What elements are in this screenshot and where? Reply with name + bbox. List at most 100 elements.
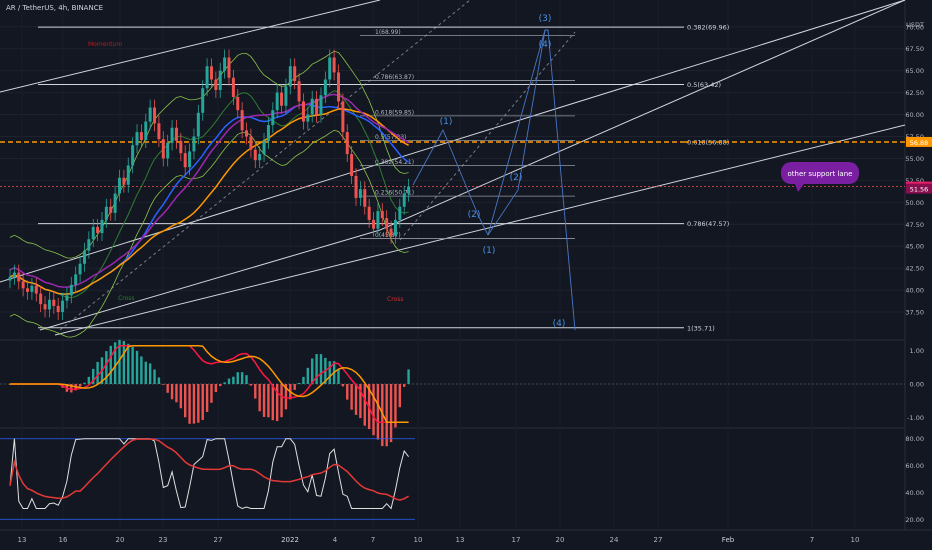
rsi-tick-label: 80.00: [905, 435, 924, 443]
macd-histogram-bar: [131, 346, 134, 384]
macd-histogram-bar: [70, 384, 73, 393]
candle-body: [402, 193, 406, 207]
candle-body: [153, 107, 157, 124]
macd-histogram-bar: [205, 384, 209, 412]
macd-histogram-bar: [311, 358, 314, 384]
time-axis-label: 20: [556, 536, 565, 544]
candle-body: [358, 189, 362, 198]
macd-histogram-bar: [201, 384, 204, 420]
time-axis-label: 27: [654, 536, 663, 544]
candle-body: [12, 272, 16, 277]
candle-body: [96, 226, 100, 234]
wave-label: (4): [539, 40, 552, 50]
fib-retracement-label: 0.382(54.21): [375, 159, 414, 166]
candle-body: [139, 132, 143, 141]
macd-histogram-bar: [385, 384, 388, 447]
candle-body: [345, 132, 349, 155]
time-axis-label: 2022: [281, 536, 299, 544]
macd-histogram-bar: [363, 384, 366, 426]
time-axis-label: 7: [810, 536, 814, 544]
macd-histogram-bar: [83, 382, 86, 384]
macd-histogram-bar: [403, 384, 406, 387]
bollinger-lower-band: [9, 129, 409, 338]
elliott-wave-path: [487, 29, 546, 236]
candle-body: [337, 72, 340, 102]
cross-label: Cross: [118, 295, 134, 302]
macd-histogram-bar: [219, 384, 222, 387]
candle-body: [284, 86, 288, 106]
candle-body: [188, 151, 192, 168]
candle-body: [161, 139, 165, 159]
candle-body: [69, 284, 73, 296]
fib-retracement-label: 0.5(57.03): [375, 134, 406, 141]
time-axis-label: 13: [18, 536, 27, 544]
macd-histogram-bar: [381, 384, 384, 447]
rsi-tick-label: 60.00: [905, 462, 924, 470]
macd-histogram-bar: [271, 384, 274, 421]
time-axis-label: 4: [333, 536, 338, 544]
fib-extension-label: 0.786(47.57): [687, 220, 729, 228]
macd-histogram-bar: [346, 384, 349, 400]
price-tick-label: 67.50: [905, 45, 924, 53]
macd-histogram-bar: [284, 384, 288, 410]
price-tick-label: 50.00: [905, 199, 924, 207]
candle-body: [223, 57, 227, 71]
candle-body: [262, 140, 266, 155]
moving-average-line: [9, 103, 410, 295]
moving-average-line: [9, 93, 410, 288]
wave-label: (2): [468, 210, 481, 220]
macd-histogram-bar: [394, 384, 397, 428]
candle-body: [231, 77, 235, 97]
macd-histogram-bar: [302, 376, 305, 384]
time-axis-label: 13: [456, 536, 465, 544]
macd-histogram-bar: [275, 384, 279, 422]
candle-body: [39, 293, 43, 305]
macd-histogram-bar: [175, 384, 178, 403]
price-tick-label: 70.00: [905, 23, 924, 31]
price-tick-label: 62.50: [905, 89, 924, 97]
fib-retracement-label: 0.236(50.71): [375, 190, 414, 197]
macd-tick-label: 0.00: [910, 381, 924, 389]
candle-body: [393, 219, 397, 236]
macd-histogram-bar: [109, 345, 112, 384]
time-axis-label: 10: [414, 536, 423, 544]
momentum-label: Momentum: [88, 41, 122, 48]
candle-body: [380, 211, 384, 219]
candle-body: [166, 142, 170, 159]
macd-histogram-bar: [249, 384, 253, 386]
candle-body: [350, 154, 354, 176]
candle-body: [78, 263, 82, 275]
macd-histogram-bar: [328, 361, 331, 384]
macd-histogram-bar: [148, 363, 152, 384]
candle-body: [135, 132, 139, 146]
trend-midline: [59, 0, 471, 331]
candle-body: [332, 57, 336, 73]
macd-histogram-bar: [122, 341, 126, 384]
macd-histogram-bar: [96, 361, 99, 384]
candle-body: [266, 125, 270, 141]
candle-body: [306, 114, 310, 122]
candle-body: [293, 66, 297, 82]
candle-body: [205, 66, 209, 89]
trend-channel-line: [379, 0, 906, 231]
callout-text: other support lane: [788, 170, 853, 178]
elliott-wave-path: [412, 29, 576, 331]
candle-body: [170, 127, 174, 143]
candle-body: [126, 165, 130, 185]
candle-body: [385, 218, 389, 229]
macd-histogram-bar: [319, 354, 323, 384]
candle-body: [61, 300, 65, 313]
candle-body: [280, 92, 284, 106]
candle-body: [240, 110, 244, 131]
fib-retracement-label: 0.786(63.87): [375, 74, 414, 81]
macd-histogram-bar: [267, 384, 270, 418]
macd-histogram-bar: [166, 384, 169, 393]
candle-body: [354, 176, 358, 198]
candle-body: [389, 228, 393, 236]
price-tick-label: 40.00: [905, 287, 924, 295]
fib-retracement-label: 0.618(59.85): [375, 109, 414, 116]
candle-body: [192, 136, 196, 152]
candle-body: [398, 206, 402, 220]
macd-histogram-bar: [92, 368, 95, 384]
